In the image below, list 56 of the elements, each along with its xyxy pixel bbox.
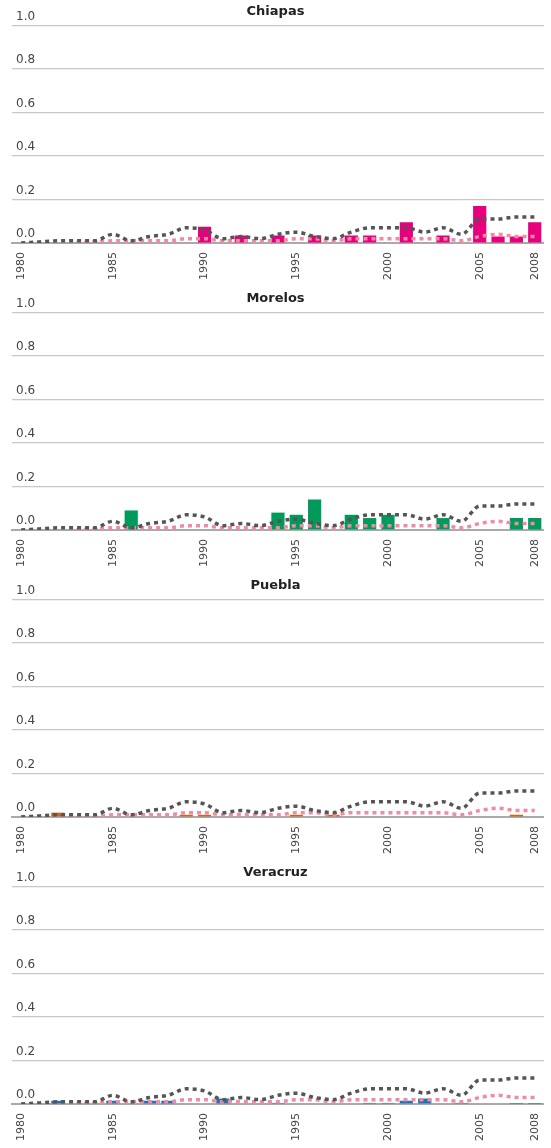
chart-title: Morelos [246,290,305,306]
x-tick-label: 2008 [527,826,541,855]
y-tick-label: 0.6 [16,669,36,684]
y-tick-label: 1.0 [16,869,36,884]
x-tick-label: 1990 [197,1113,211,1142]
x-tick-label: 1980 [14,539,28,568]
x-tick-label: 2005 [472,826,486,855]
x-tick-label: 1980 [14,1113,28,1142]
x-tick-label: 1990 [197,539,211,568]
y-tick-label: 0.6 [16,956,36,971]
y-tick-label: 0.4 [16,426,36,441]
y-tick-label: 0.4 [16,139,36,154]
x-tick-label: 1995 [289,252,303,281]
x-tick-label: 1995 [289,826,303,855]
y-tick-label: 0.0 [16,1087,36,1102]
y-tick-label: 0.0 [16,800,36,815]
y-tick-label: 0.0 [16,513,36,528]
y-tick-label: 0.4 [16,713,36,728]
y-tick-label: 0.8 [16,626,36,641]
x-tick-label: 2000 [380,539,394,568]
x-tick-label: 2008 [527,252,541,281]
y-tick-label: 0.6 [16,382,36,397]
x-tick-label: 2008 [527,539,541,568]
chart-title: Puebla [250,577,301,593]
y-tick-label: 0.0 [16,226,36,241]
y-tick-label: 0.2 [16,182,36,197]
chart-title: Veracruz [243,864,308,880]
x-tick-label: 1985 [105,826,119,855]
x-tick-label: 1985 [105,539,119,568]
y-tick-label: 0.8 [16,339,36,354]
x-tick-label: 1985 [105,1113,119,1142]
x-tick-label: 1990 [197,252,211,281]
x-tick-label: 1995 [289,1113,303,1142]
x-tick-label: 2008 [527,1113,541,1142]
chart-title: Chiapas [246,3,305,19]
y-tick-label: 1.0 [16,295,36,310]
x-tick-label: 1985 [105,252,119,281]
y-tick-label: 0.2 [16,469,36,484]
x-tick-label: 2005 [472,252,486,281]
y-tick-label: 0.2 [16,1043,36,1058]
x-tick-label: 2000 [380,252,394,281]
y-tick-label: 0.2 [16,756,36,771]
y-tick-label: 1.0 [16,582,36,597]
y-tick-label: 0.8 [16,913,36,928]
x-tick-label: 2000 [380,1113,394,1142]
x-tick-label: 2005 [472,1113,486,1142]
y-tick-label: 0.6 [16,95,36,110]
x-tick-label: 2005 [472,539,486,568]
x-tick-label: 1995 [289,539,303,568]
y-tick-label: 0.8 [16,52,36,67]
x-tick-label: 2000 [380,826,394,855]
y-tick-label: 1.0 [16,8,36,23]
x-tick-label: 1980 [14,826,28,855]
y-tick-label: 0.4 [16,1000,36,1015]
x-tick-label: 1980 [14,252,28,281]
x-tick-label: 1990 [197,826,211,855]
